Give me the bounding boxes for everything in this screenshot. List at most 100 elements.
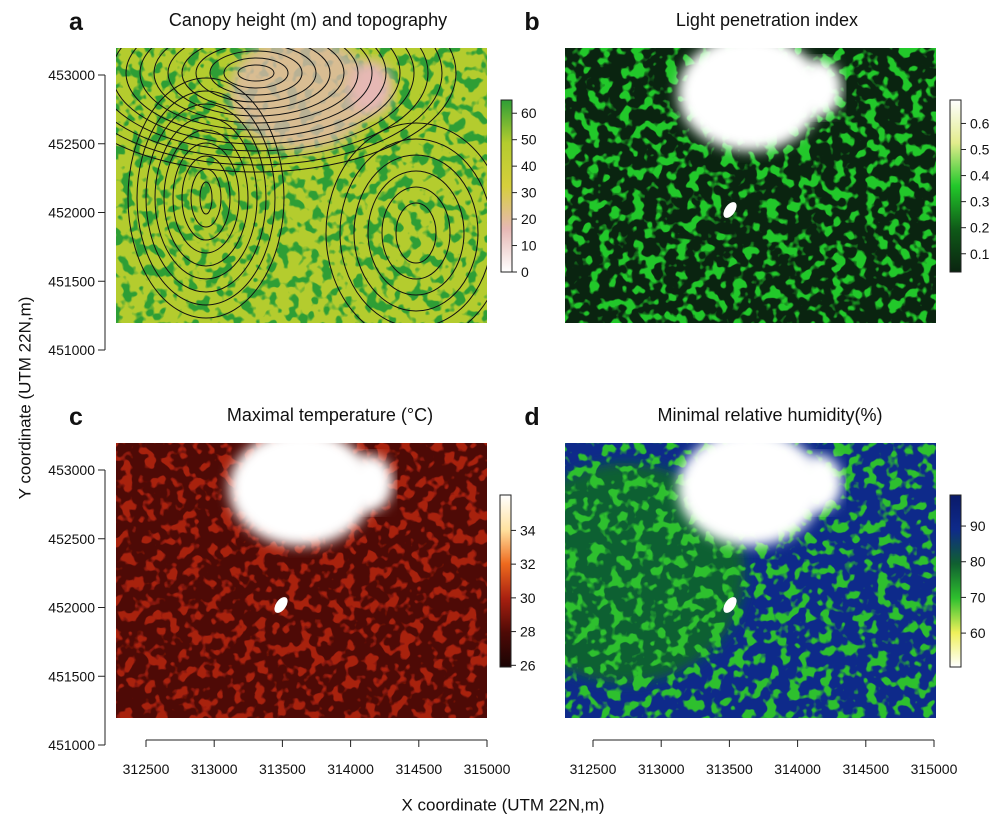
contour-line: [199, 181, 213, 215]
x-tick-label: 313000: [191, 761, 238, 777]
raster-blob: [229, 443, 373, 546]
y-tick-label: 452000: [48, 600, 95, 616]
colorbar-tick-label: 30: [520, 590, 536, 606]
panel-letter: b: [524, 8, 539, 36]
x-tick-label: 315000: [911, 761, 958, 777]
panel-title: Maximal temperature (°C): [227, 405, 433, 425]
contour-line: [125, 48, 387, 138]
y-tick-label: 451000: [48, 342, 95, 358]
panel-letter: c: [69, 403, 83, 431]
contour-line: [190, 168, 222, 228]
colorbar-tick-label: 50: [521, 132, 537, 148]
colorbar-tick-label: 26: [520, 657, 536, 673]
y-tick-label: 453000: [48, 67, 95, 83]
raster: [116, 443, 487, 718]
colorbar-tick-label: 60: [970, 625, 986, 641]
contour-line: [353, 154, 479, 312]
contour-line: [127, 77, 285, 319]
contour-line: [154, 116, 258, 280]
colorbar-tick-label: 80: [970, 554, 986, 570]
contour-line: [339, 138, 487, 323]
panel-title: Canopy height (m) and topography: [169, 10, 447, 30]
contour-line: [153, 48, 359, 124]
x-tick-label: 313500: [259, 761, 306, 777]
x-tick-label: 314500: [395, 761, 442, 777]
raster-spot: [723, 202, 737, 218]
y-tick-label: 451500: [48, 273, 95, 289]
colorbar: [949, 494, 962, 668]
colorbar-tick-label: 30: [521, 185, 537, 201]
contour-line: [116, 48, 443, 166]
x-axis-title: X coordinate (UTM 22N,m): [401, 796, 604, 815]
colorbar-tick-label: 0: [521, 264, 529, 280]
colorbar-tick-label: 20: [521, 211, 537, 227]
raster-blob: [678, 48, 822, 151]
colorbar-tick-label: 32: [520, 556, 536, 572]
x-tick-label: 312500: [123, 761, 170, 777]
y-tick-label: 453000: [48, 462, 95, 478]
contour-line: [395, 202, 437, 264]
colorbar-tick-label: 0.6: [970, 115, 990, 131]
colorbar-tick-label: 90: [970, 518, 986, 534]
panel-title: Light penetration index: [676, 10, 858, 30]
raster: [116, 48, 487, 323]
contour-line: [136, 90, 276, 306]
colorbar-tick-label: 0.2: [970, 220, 990, 236]
raster-spot: [274, 597, 288, 613]
contour-line: [381, 186, 451, 280]
colorbar-tick-label: 0.4: [970, 168, 990, 184]
x-tick-label: 314500: [842, 761, 889, 777]
raster-blob: [798, 60, 842, 116]
y-tick-label: 452000: [48, 205, 95, 221]
contour-line: [209, 50, 303, 96]
colorbar-tick-label: 34: [520, 522, 536, 538]
y-axis-title: Y coordinate (UTM 22N,m): [16, 297, 35, 500]
x-tick-label: 314000: [327, 761, 374, 777]
contour-line: [195, 48, 317, 103]
x-tick-label: 313500: [706, 761, 753, 777]
raster-blob: [229, 48, 373, 151]
contour-line: [325, 122, 487, 323]
y-tick-label: 451000: [48, 737, 95, 753]
raster-blob: [349, 60, 393, 116]
contour-line: [237, 64, 275, 82]
raster: [565, 48, 936, 323]
colorbar: [500, 99, 513, 273]
colorbar: [499, 494, 512, 668]
colorbar-tick-label: 0.3: [970, 194, 990, 210]
contour-line: [167, 48, 345, 117]
contour-line: [181, 48, 331, 110]
raster-spot: [723, 597, 737, 613]
contour-line: [223, 57, 289, 89]
colorbar-tick-label: 28: [520, 624, 536, 640]
contour-line: [181, 155, 231, 241]
x-tick-label: 314000: [774, 761, 821, 777]
contour-line: [116, 48, 415, 152]
colorbar-tick-label: 10: [521, 238, 537, 254]
panel-title: Minimal relative humidity(%): [657, 405, 882, 425]
contour-line: [139, 48, 373, 131]
y-tick-label: 451500: [48, 668, 95, 684]
x-tick-label: 313000: [638, 761, 685, 777]
colorbar-tick-label: 40: [521, 158, 537, 174]
y-tick-label: 452500: [48, 136, 95, 152]
x-tick-label: 312500: [570, 761, 617, 777]
raster: [565, 443, 936, 718]
contour-line: [367, 170, 465, 296]
contour-line: [163, 129, 249, 267]
raster-blob: [349, 455, 393, 511]
colorbar-tick-label: 70: [970, 589, 986, 605]
panel-letter: d: [524, 403, 539, 431]
panel-letter: a: [69, 8, 84, 36]
colorbar-tick-label: 0.1: [970, 246, 990, 262]
colorbar-tick-label: 0.5: [970, 142, 990, 158]
x-tick-label: 315000: [464, 761, 511, 777]
contour-line: [116, 48, 401, 145]
contour-line: [116, 48, 457, 173]
raster-blob: [798, 455, 842, 511]
colorbar-tick-label: 60: [521, 105, 537, 121]
y-tick-label: 452500: [48, 531, 95, 547]
colorbar: [949, 99, 962, 273]
raster-blob: [678, 443, 822, 546]
